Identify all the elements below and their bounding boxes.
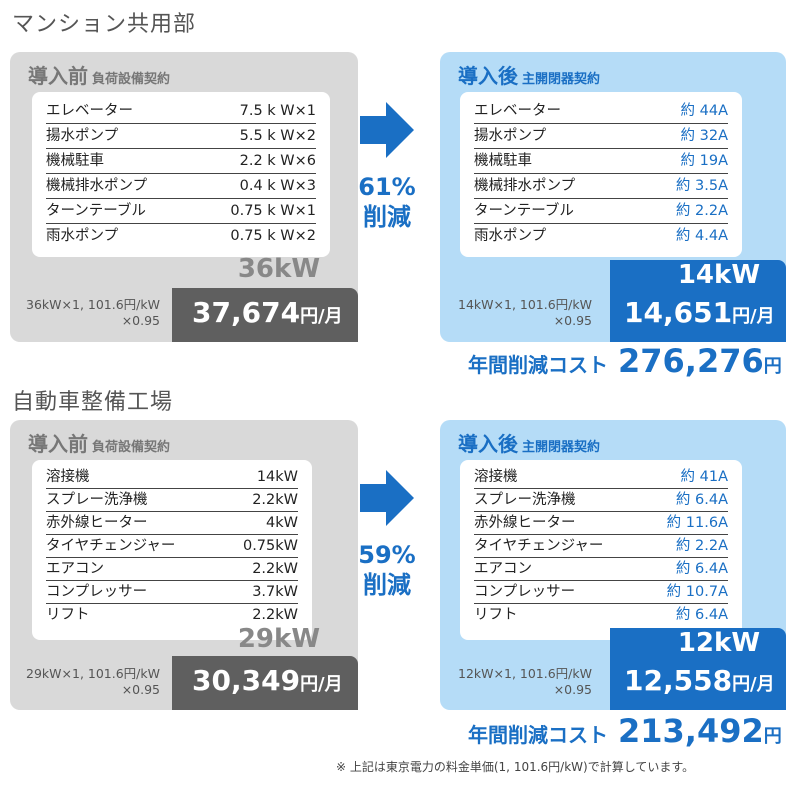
table-row: 溶接機 14kW xyxy=(46,466,298,489)
after-price: 12,558円/月 xyxy=(624,664,775,697)
after-calc: 14kW×1, 101.6円/kW ×0.95 xyxy=(458,297,592,328)
table-row: エアコン約 6.4A xyxy=(474,558,728,581)
equipment-table: 溶接機 14kW スプレー洗浄機 2.2kW 赤外線ヒーター 4kW タイヤチェンジャ… xyxy=(32,460,312,640)
reduction-label: 59% 削減 xyxy=(350,540,424,600)
annual-saving-value: 213,492 xyxy=(618,712,764,750)
reduction-label: 61% 削減 xyxy=(350,172,424,232)
table-row: リフト 2.2kW xyxy=(46,607,298,623)
table-row: 機械駐車 2.2 k W×6 xyxy=(46,149,316,174)
section-title-garage: 自動車整備工場 xyxy=(12,390,174,415)
footnote: ※ 上記は東京電力の料金単価(1, 101.6円/kW)で計算しています。 xyxy=(336,760,695,774)
annual-saving-value: 276,276 xyxy=(618,342,764,380)
before-price: 37,674円/月 xyxy=(192,296,343,329)
before-kw: 36kW xyxy=(237,254,320,284)
after-price-box xyxy=(610,628,786,710)
before-heading-sub: 負荷設備契約 xyxy=(92,440,171,455)
before-heading-main: 導入前 xyxy=(28,432,88,456)
table-row: エレベーター 7.5 k W×1 xyxy=(46,99,316,124)
equipment-table: エレベーター約 44A 揚水ポンプ約 32A 機械駐車約 19A 機械排水ポンプ… xyxy=(460,92,742,257)
reduction-percent: 59% xyxy=(358,541,416,569)
table-row: 赤外線ヒーター 4kW xyxy=(46,512,298,535)
after-price: 14,651円/月 xyxy=(624,296,775,329)
after-heading: 導入後 主開閉器契約 xyxy=(458,60,600,89)
table-row: エレベーター約 44A xyxy=(474,99,728,124)
equipment-table: 溶接機約 41A スプレー洗浄機約 6.4A 赤外線ヒーター約 11.6A タイ… xyxy=(460,460,742,640)
table-row: 雨水ポンプ約 4.4A xyxy=(474,228,728,244)
reduction-percent: 61% xyxy=(358,173,416,201)
table-row: 揚水ポンプ約 32A xyxy=(474,124,728,149)
before-heading-main: 導入前 xyxy=(28,64,88,88)
before-price-box xyxy=(172,656,358,710)
table-row: ターンテーブル約 2.2A xyxy=(474,199,728,224)
table-row: スプレー洗浄機 2.2kW xyxy=(46,489,298,512)
table-row: コンプレッサー約 10.7A xyxy=(474,581,728,604)
annual-saving-label: 年間削減コスト xyxy=(468,353,608,377)
after-heading-sub: 主開閉器契約 xyxy=(522,440,601,455)
table-row: 雨水ポンプ 0.75 k W×2 xyxy=(46,228,316,244)
before-heading: 導入前 負荷設備契約 xyxy=(28,428,170,457)
after-heading-main: 導入後 xyxy=(458,64,518,88)
after-price-box xyxy=(610,260,786,342)
annual-saving: 年間削減コスト 213,492円 xyxy=(468,712,782,750)
table-row: 機械駐車約 19A xyxy=(474,149,728,174)
before-calc: 29kW×1, 101.6円/kW ×0.95 xyxy=(26,666,160,697)
after-kw: 12kW xyxy=(677,628,760,658)
table-row: 揚水ポンプ 5.5 k W×2 xyxy=(46,124,316,149)
table-row: エアコン 2.2kW xyxy=(46,558,298,581)
table-row: タイヤチェンジャー 0.75kW xyxy=(46,535,298,558)
after-calc: 12kW×1, 101.6円/kW ×0.95 xyxy=(458,666,592,697)
table-row: リフト約 6.4A xyxy=(474,607,728,623)
after-kw: 14kW xyxy=(677,260,760,290)
table-row: タイヤチェンジャー約 2.2A xyxy=(474,535,728,558)
before-kw: 29kW xyxy=(237,624,320,654)
right-arrow-icon xyxy=(360,470,414,526)
after-heading: 導入後 主開閉器契約 xyxy=(458,428,600,457)
after-heading-sub: 主開閉器契約 xyxy=(522,72,601,87)
table-row: 溶接機約 41A xyxy=(474,466,728,489)
annual-saving-label: 年間削減コスト xyxy=(468,723,608,747)
before-price-box xyxy=(172,288,358,342)
table-row: スプレー洗浄機約 6.4A xyxy=(474,489,728,512)
table-row: コンプレッサー 3.7kW xyxy=(46,581,298,604)
reduction-word: 削減 xyxy=(363,571,411,599)
annual-saving: 年間削減コスト 276,276円 xyxy=(468,342,782,380)
right-arrow-icon xyxy=(360,102,414,158)
before-heading: 導入前 負荷設備契約 xyxy=(28,60,170,89)
equipment-table: エレベーター 7.5 k W×1 揚水ポンプ 5.5 k W×2 機械駐車 2.2 k… xyxy=(32,92,330,257)
before-heading-sub: 負荷設備契約 xyxy=(92,72,171,87)
table-row: 機械排水ポンプ 0.4 k W×3 xyxy=(46,174,316,199)
table-row: 赤外線ヒーター約 11.6A xyxy=(474,512,728,535)
table-row: ターンテーブル 0.75 k W×1 xyxy=(46,199,316,224)
section-title-mansion: マンション共用部 xyxy=(12,12,197,37)
before-price: 30,349円/月 xyxy=(192,664,343,697)
before-panel-mansion: 導入前 負荷設備契約 エレベーター 7.5 k W×1 揚水ポンプ 5.5 k W×2… xyxy=(10,52,358,342)
before-calc: 36kW×1, 101.6円/kW ×0.95 xyxy=(26,297,160,328)
reduction-word: 削減 xyxy=(363,203,411,231)
after-heading-main: 導入後 xyxy=(458,432,518,456)
table-row: 機械排水ポンプ約 3.5A xyxy=(474,174,728,199)
